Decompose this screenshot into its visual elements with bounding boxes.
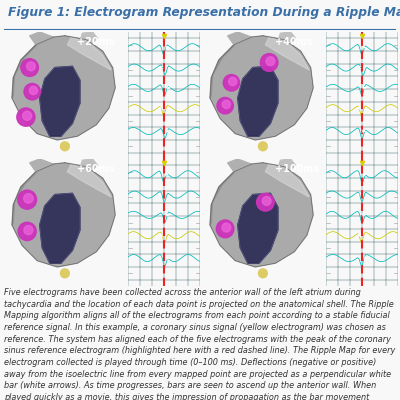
- Circle shape: [266, 57, 275, 66]
- Circle shape: [29, 86, 38, 94]
- Polygon shape: [228, 159, 252, 172]
- Polygon shape: [40, 193, 80, 263]
- Circle shape: [24, 194, 33, 203]
- Circle shape: [24, 84, 40, 100]
- Circle shape: [18, 190, 36, 209]
- Circle shape: [260, 54, 278, 71]
- Circle shape: [229, 78, 237, 86]
- Polygon shape: [67, 164, 111, 197]
- Circle shape: [18, 222, 36, 240]
- Polygon shape: [67, 37, 111, 70]
- Polygon shape: [265, 37, 309, 70]
- Polygon shape: [12, 37, 54, 98]
- Polygon shape: [12, 36, 115, 140]
- Circle shape: [223, 74, 240, 91]
- Polygon shape: [228, 32, 252, 45]
- Text: +100ms: +100ms: [276, 164, 320, 174]
- Circle shape: [222, 223, 231, 232]
- Polygon shape: [12, 163, 115, 267]
- Circle shape: [262, 196, 271, 205]
- Polygon shape: [210, 164, 252, 225]
- Polygon shape: [80, 32, 98, 45]
- Circle shape: [26, 62, 35, 71]
- Circle shape: [24, 226, 33, 235]
- Polygon shape: [40, 66, 80, 136]
- Polygon shape: [30, 159, 54, 172]
- Circle shape: [17, 108, 35, 126]
- Text: Figure 1: Electrogram Representation During a Ripple Map: Figure 1: Electrogram Representation Dur…: [8, 6, 400, 19]
- Text: +20ms: +20ms: [78, 37, 115, 47]
- Polygon shape: [265, 164, 309, 197]
- Circle shape: [60, 269, 69, 278]
- Circle shape: [21, 59, 38, 76]
- Circle shape: [222, 100, 230, 108]
- Polygon shape: [210, 36, 313, 140]
- Text: Five electrograms have been collected across the anterior wall of the left atriu: Five electrograms have been collected ac…: [4, 288, 395, 400]
- Polygon shape: [278, 32, 296, 45]
- Polygon shape: [278, 159, 296, 172]
- Circle shape: [258, 269, 267, 278]
- Polygon shape: [80, 159, 98, 172]
- Text: +60ms: +60ms: [78, 164, 115, 174]
- Polygon shape: [210, 37, 252, 98]
- Text: +40ms: +40ms: [276, 37, 313, 47]
- Polygon shape: [12, 164, 54, 225]
- Circle shape: [258, 142, 267, 151]
- Polygon shape: [30, 32, 54, 45]
- Circle shape: [256, 193, 274, 211]
- Polygon shape: [238, 66, 278, 136]
- Polygon shape: [238, 193, 278, 263]
- Polygon shape: [210, 163, 313, 267]
- Circle shape: [216, 220, 234, 238]
- Circle shape: [23, 111, 32, 120]
- Circle shape: [217, 98, 233, 114]
- Circle shape: [60, 142, 69, 151]
